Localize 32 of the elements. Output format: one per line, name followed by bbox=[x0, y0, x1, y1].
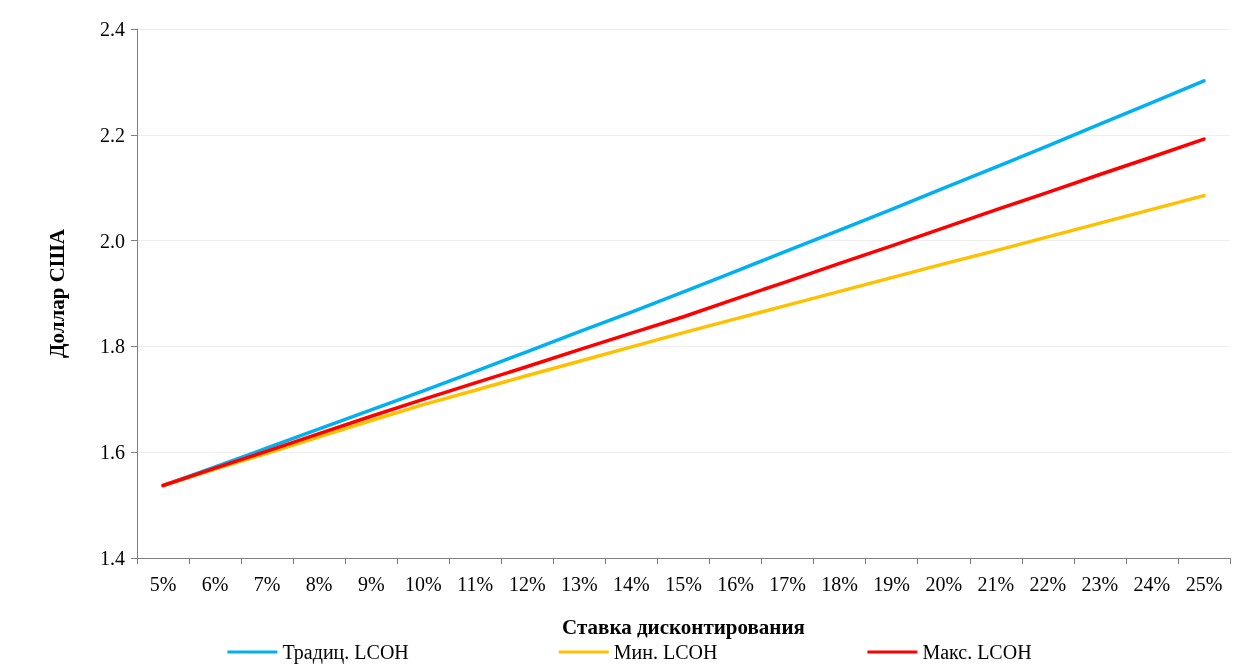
x-tick-label: 14% bbox=[613, 573, 650, 595]
x-tick-label: 24% bbox=[1133, 573, 1171, 595]
x-tick-label: 8% bbox=[305, 573, 333, 595]
x-tick-label: 19% bbox=[873, 573, 911, 595]
x-tick-label: 7% bbox=[253, 573, 281, 595]
y-axis-title: Доллар США bbox=[44, 228, 69, 359]
x-tick-label: 11% bbox=[457, 573, 494, 595]
y-tick-label: 2.0 bbox=[100, 229, 125, 252]
x-tick-label: 20% bbox=[925, 573, 963, 595]
x-tick-label: 15% bbox=[665, 573, 702, 595]
x-tick-label: 18% bbox=[821, 573, 858, 595]
legend-label: Макс. LCOH bbox=[922, 641, 1032, 663]
x-tick-label: 23% bbox=[1081, 573, 1119, 595]
x-tick-label: 25% bbox=[1185, 573, 1223, 595]
legend-label: Мин. LCOH bbox=[613, 641, 718, 663]
x-tick-label: 21% bbox=[977, 573, 1015, 595]
y-tick-label: 1.6 bbox=[100, 441, 125, 464]
x-tick-label: 10% bbox=[404, 573, 442, 595]
y-tick-label: 2.4 bbox=[100, 18, 125, 40]
y-tick-label: 2.2 bbox=[100, 123, 125, 146]
x-tick-label: 16% bbox=[717, 573, 754, 595]
x-tick-label: 22% bbox=[1029, 573, 1067, 595]
x-tick-label: 12% bbox=[509, 573, 546, 595]
x-axis-title: Ставка дисконтирования bbox=[562, 614, 805, 639]
x-tick-label: 13% bbox=[561, 573, 598, 595]
x-tick-label: 9% bbox=[357, 573, 385, 595]
y-tick-label: 1.4 bbox=[100, 547, 125, 569]
x-tick-label: 6% bbox=[201, 573, 229, 595]
y-tick-label: 1.8 bbox=[100, 335, 125, 358]
x-tick-label: 5% bbox=[149, 573, 177, 595]
legend-label: Традиц. LCOH bbox=[282, 641, 409, 664]
x-tick-label: 17% bbox=[769, 573, 806, 595]
